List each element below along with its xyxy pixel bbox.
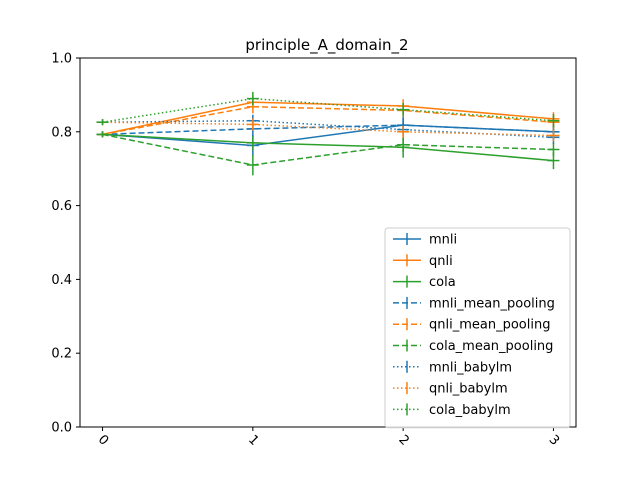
x-tick-label: 3 [546, 432, 562, 448]
legend-entry: mnli [393, 233, 457, 248]
legend-entry: qnli [393, 254, 453, 269]
legend-label: qnli_mean_pooling [429, 318, 550, 333]
legend-entry: cola_babylm [393, 403, 511, 418]
series-line [102, 101, 554, 136]
legend-box [384, 227, 571, 429]
y-tick-label: 0.2 [51, 347, 72, 362]
x-tick-label: 0 [95, 432, 111, 448]
series-line [102, 97, 554, 123]
legend-label: mnli_mean_pooling [429, 296, 555, 311]
y-tick-label: 0.8 [51, 125, 72, 140]
y-tick-label: 0.4 [51, 273, 72, 288]
series-line [102, 119, 554, 139]
x-axis: 0 1 2 3 [95, 427, 562, 449]
legend-entry: mnli_mean_pooling [393, 296, 555, 311]
series-line [102, 105, 554, 136]
series-line [102, 133, 554, 166]
y-tick-label: 1.0 [51, 52, 72, 67]
x-tick-label: 2 [395, 432, 411, 448]
series-cola_mean_pooling [96, 131, 560, 176]
plot-frame [79, 57, 577, 428]
legend-entry: mnli_babylm [393, 360, 512, 375]
legend-label: mnli [429, 233, 457, 248]
legend-label: qnli [429, 254, 453, 269]
series-cola_babylm [96, 91, 560, 128]
legend-label: cola_mean_pooling [429, 339, 553, 354]
legend: mnli qnli cola mnli_mean_pooling qnli_mean_p… [384, 227, 571, 429]
x-tick-label: 1 [245, 432, 261, 448]
legend-entry: qnli_babylm [393, 382, 508, 397]
series-cola [96, 131, 560, 170]
series-line [102, 133, 554, 162]
legend-entry: cola_mean_pooling [393, 339, 553, 354]
legend-label: mnli_babylm [429, 360, 512, 375]
series-line [102, 124, 554, 136]
series-line [102, 124, 554, 147]
legend-label: cola [429, 275, 456, 290]
plot-series [96, 91, 560, 176]
chart-title: principle_A_domain_2 [245, 36, 408, 55]
legend-label: qnli_babylm [429, 382, 508, 397]
legend-entry: qnli_mean_pooling [393, 318, 550, 333]
legend-label: cola_babylm [429, 403, 511, 418]
legend-entry: cola [393, 275, 456, 290]
y-tick-label: 0.6 [51, 199, 72, 214]
y-tick-label: 0.0 [51, 421, 72, 436]
y-axis: 0.0 0.2 0.4 0.6 0.8 1.0 [51, 52, 80, 436]
